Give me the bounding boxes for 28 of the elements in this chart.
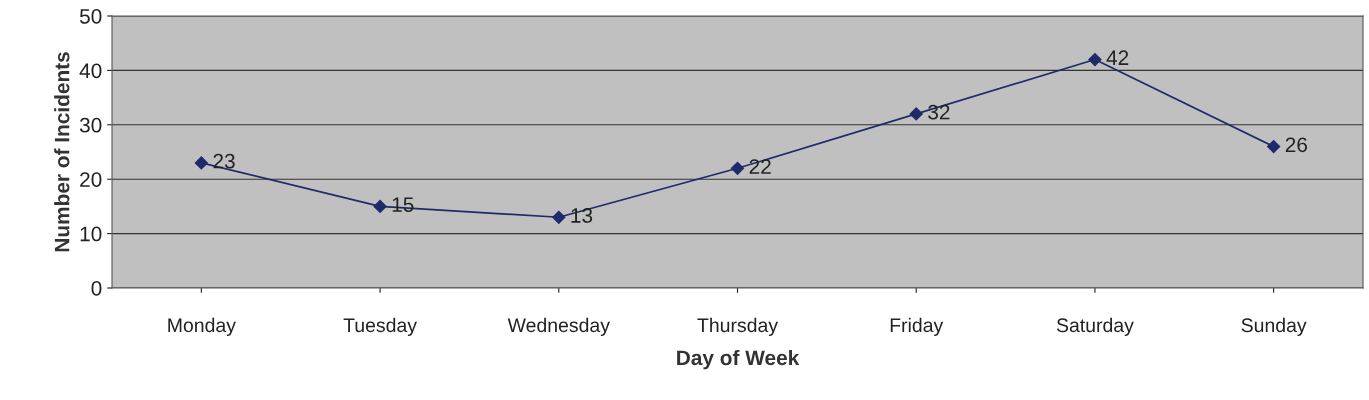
y-tick-label: 30 [79,117,102,133]
point [1088,52,1102,67]
y-axis-title: Number of Incidents [54,52,70,252]
y-tick-label: 50 [79,9,102,24]
y-tick-label: 20 [80,172,102,187]
data-label: 26 [1285,137,1308,153]
y-tick-label: 40 [79,63,102,79]
data-label: 23 [213,153,235,169]
x-tick-label: Monday [168,317,236,336]
point [373,199,387,213]
x-tick-label: Friday [890,317,944,336]
x-tick-label: Wednesday [507,317,610,336]
data-label: 13 [571,208,593,223]
x-tick-label: Sunday [1241,317,1307,336]
y-tick-label: 10 [80,226,102,242]
point [194,156,208,170]
point [552,210,566,224]
x-tick-label: Tuesday [343,317,417,336]
y-tick-label: 0 [91,281,102,296]
x-tick-label: Thursday [697,317,778,336]
data-label: 22 [749,159,771,174]
point [909,107,923,121]
data-label: 42 [1106,50,1129,65]
point [1267,139,1281,154]
data-label: 32 [928,104,950,120]
point [730,161,745,175]
x-tick-label: Saturday [1056,317,1134,336]
x-axis-title: Day of Week [677,349,800,370]
